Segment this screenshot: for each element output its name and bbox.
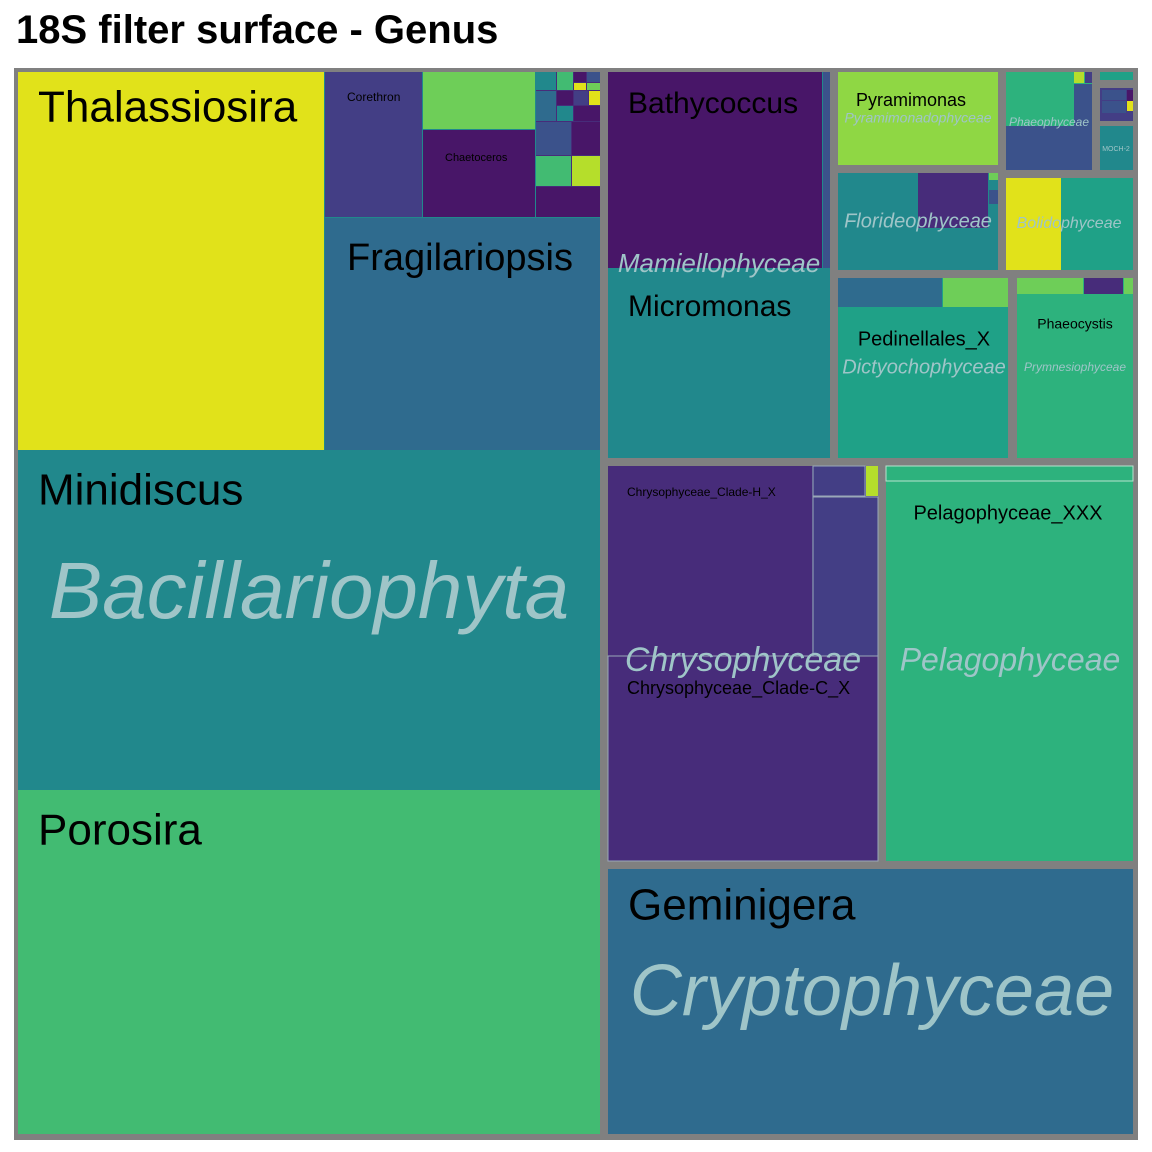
genus-tile — [989, 181, 998, 189]
genus-tile — [574, 72, 586, 82]
genus-tile — [536, 91, 556, 121]
genus-tile — [572, 156, 600, 186]
class-label-pelagophyceae: Pelagophyceae — [900, 641, 1121, 677]
class-label-florideophyceae: Florideophyceae — [844, 210, 992, 232]
genus-tile — [885, 465, 1134, 482]
genus-tile — [1127, 90, 1133, 101]
genus-phaeocystis — [1017, 278, 1133, 458]
genus-label-porosira: Porosira — [38, 806, 202, 855]
genus-tile — [1098, 178, 1133, 220]
class-label-moch-2: MOCH-2 — [1102, 146, 1130, 153]
genus-tile — [536, 156, 571, 186]
genus-tile — [838, 278, 942, 307]
genus-pyramimonas — [838, 72, 998, 165]
genus-tile — [989, 190, 998, 204]
genus-tile — [574, 106, 600, 121]
genus-label-chrysophyceae-clade-h-x: Chrysophyceae_Clade-H_X — [627, 485, 776, 499]
genus-corethron — [325, 72, 422, 217]
genus-tile — [1017, 278, 1083, 294]
class-label-chrysophyceae: Chrysophyceae — [625, 641, 861, 679]
class-label-prymnesiophyceae: Prymnesiophyceae — [1024, 360, 1126, 374]
genus-thalassiosira — [18, 72, 324, 450]
genus-tile — [1085, 72, 1092, 83]
genus-tile — [1006, 126, 1092, 170]
genus-label-phaeocystis: Phaeocystis — [1037, 316, 1112, 332]
genus-label-chaetoceros: Chaetoceros — [445, 152, 508, 164]
genus-tile — [574, 83, 586, 90]
genus-tile — [943, 278, 1008, 307]
genus-tile — [812, 465, 866, 497]
genus-porosira — [18, 790, 600, 1134]
class-label-pyramimonadophyceae: Pyramimonadophyceae — [844, 110, 991, 126]
genus-tile — [989, 173, 998, 180]
genus-geminigera — [608, 869, 1133, 1134]
class-label-cryptophyceae: Cryptophyceae — [630, 951, 1114, 1031]
genus-label-fragilariopsis: Fragilariopsis — [347, 237, 573, 279]
genus-bathycoccus — [608, 72, 822, 268]
genus-tile — [823, 72, 830, 268]
genus-label-geminigera: Geminigera — [628, 881, 856, 930]
genus-tile — [1102, 101, 1126, 113]
genus-tile — [1102, 90, 1126, 100]
genus-tile — [1127, 101, 1133, 111]
genus-tile — [866, 466, 878, 496]
genus-tile — [557, 72, 573, 90]
genus-tile — [1084, 278, 1123, 294]
group-tile — [1100, 72, 1133, 80]
group-moch-2 — [1100, 126, 1133, 170]
genus-tile — [589, 91, 600, 105]
genus-tile — [572, 122, 600, 155]
genus-tile — [557, 91, 573, 105]
genus-fragilariopsis — [325, 218, 600, 450]
chart-title: 18S filter surface - Genus — [16, 8, 499, 52]
genus-minidiscus — [18, 451, 600, 789]
genus-tile — [812, 496, 879, 657]
genus-label-minidiscus: Minidiscus — [38, 466, 243, 515]
genus-tile — [1074, 72, 1084, 83]
genus-pelagophyceae-xxx — [886, 466, 1133, 861]
genus-tile — [1124, 278, 1133, 294]
genus-label-pyramimonas: Pyramimonas — [856, 90, 966, 110]
genus-label-corethron: Corethron — [347, 90, 400, 104]
genus-tile — [574, 91, 588, 105]
genus-tile — [1074, 84, 1092, 126]
genus-pedinellales-x — [838, 278, 1008, 458]
genus-tile — [918, 173, 988, 228]
genus-chrysophyceae-clade-c-x — [607, 655, 879, 862]
genus-tile — [423, 72, 535, 129]
class-label-dictyochophyceae: Dictyochophyceae — [842, 356, 1005, 378]
genus-label-bathycoccus: Bathycoccus — [628, 87, 798, 120]
class-label-bacillariophyta: Bacillariophyta — [49, 546, 569, 635]
genus-label-chrysophyceae-clade-c-x: Chrysophyceae_Clade-C_X — [627, 678, 850, 699]
class-label-bolidophyceae: Bolidophyceae — [1017, 215, 1122, 232]
genus-tile — [536, 187, 600, 217]
genus-tile — [536, 72, 556, 90]
genus-tile — [1006, 178, 1061, 270]
class-label-phaeophyceae: Phaeophyceae — [1009, 115, 1089, 129]
genus-label-thalassiosira: Thalassiosira — [38, 83, 298, 132]
genus-tile — [557, 106, 573, 121]
genus-label-pelagophyceae-xxx: Pelagophyceae_XXX — [913, 502, 1102, 524]
genus-chaetoceros — [423, 130, 535, 217]
genus-chrysophyceae-clade-h-x — [608, 466, 812, 656]
genus-micromonas — [608, 269, 830, 458]
genus-label-micromonas: Micromonas — [628, 290, 791, 323]
genus-label-pedinellales-x: Pedinellales_X — [858, 328, 990, 350]
class-label-mamiellophyceae: Mamiellophyceae — [618, 248, 820, 278]
genus-tile — [536, 122, 571, 155]
genus-tile — [587, 72, 600, 82]
genus-tile — [587, 83, 600, 90]
